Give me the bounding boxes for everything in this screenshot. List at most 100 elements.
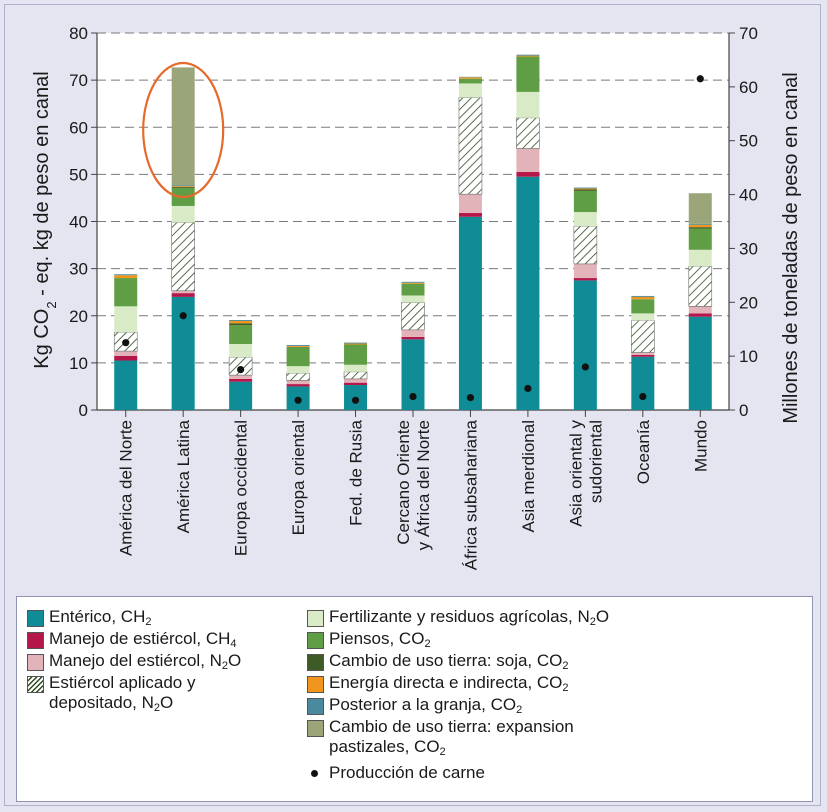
- bar-segment: [458, 83, 482, 98]
- bar-segment: [688, 306, 712, 314]
- y-tick-label: 10: [69, 354, 88, 373]
- bar-segment: [171, 290, 195, 294]
- bar-segment: [573, 263, 597, 279]
- bar-segment: [688, 193, 712, 224]
- bar-segment: [688, 228, 712, 250]
- bar-segment: [688, 313, 712, 317]
- bar-segment: [401, 329, 425, 337]
- bar-segment: [516, 91, 540, 118]
- bar-segment: [171, 187, 195, 189]
- bar-segment: [573, 225, 598, 265]
- bar-segment: [401, 302, 425, 331]
- legend-label: Estiércol aplicado y depositado, N2O: [49, 673, 196, 714]
- legend-dot: [311, 770, 318, 777]
- bar-segment: [516, 172, 540, 177]
- bar-segment: [286, 344, 310, 346]
- bar-segment: [631, 313, 655, 321]
- production-point: [122, 339, 130, 347]
- production-point: [466, 394, 475, 402]
- production-point: [524, 384, 532, 393]
- bar-segment: [458, 77, 482, 79]
- y-axis-title: Kg CO2 - eq. kg de peso en canal: [31, 71, 59, 368]
- bar-segment: [344, 364, 368, 372]
- x-tick-label: Fed. de Rusia: [347, 419, 366, 525]
- x-tick-label: África subsahariana: [461, 419, 480, 570]
- y-tick-label: 50: [69, 165, 88, 184]
- bar-segment: [344, 378, 368, 383]
- legend-swatch: [27, 654, 44, 671]
- bar-segment: [458, 78, 482, 84]
- legend-label: Energía directa e indirecta, CO2: [329, 673, 569, 694]
- legend-swatch: [307, 676, 324, 693]
- bar-segment: [573, 187, 597, 189]
- bar-segment: [114, 355, 138, 361]
- bar-segment: [114, 360, 138, 410]
- y-tick-label: 0: [79, 401, 88, 420]
- bar-segment: [688, 265, 713, 307]
- bar-segment: [631, 354, 655, 357]
- bar-segment: [631, 356, 655, 410]
- legend-label: Cambio de uso tierra: soja, CO2: [329, 651, 569, 672]
- legend-label: Manejo del estiércol, N2O: [49, 651, 242, 672]
- bar-segment: [573, 189, 597, 191]
- production-point: [696, 75, 704, 83]
- legend-swatch: [307, 610, 324, 627]
- legend-swatch: [27, 610, 44, 627]
- x-tick-label: Mundo: [691, 420, 710, 472]
- bar-segment: [344, 342, 368, 344]
- bar-segment: [573, 190, 597, 213]
- production-point: [179, 312, 187, 320]
- x-tick-label: sudoriental: [586, 420, 605, 503]
- y2-tick-label: 60: [739, 78, 758, 97]
- y-tick-label: 40: [69, 213, 88, 232]
- y2-axis-title: Millones de toneladas de peso en canal: [780, 72, 802, 423]
- legend-label: Fertilizante y residuos agrícolas, N2O: [329, 607, 610, 628]
- bar-segment: [286, 347, 310, 367]
- bar-segment: [344, 382, 368, 386]
- legend-label: Producción de carne: [329, 763, 485, 782]
- production-point: [581, 363, 589, 371]
- legend-swatch: [307, 632, 324, 649]
- bar-segment: [286, 380, 310, 385]
- bar-segment: [631, 295, 655, 297]
- bar-segment: [171, 293, 195, 297]
- production-point: [639, 392, 647, 401]
- bar-segment: [631, 299, 655, 314]
- y-tick-label: 20: [69, 307, 88, 326]
- production-point: [237, 366, 245, 374]
- production-point: [294, 396, 302, 404]
- bar-segment: [229, 319, 253, 321]
- y-tick-label: 60: [69, 118, 88, 137]
- bar-segment: [401, 283, 425, 296]
- x-tick-label: Asia oriental y: [566, 420, 585, 527]
- bar-segment: [631, 296, 655, 300]
- y2-tick-label: 20: [739, 293, 758, 312]
- bar-segment: [516, 56, 540, 92]
- bar-segment: [458, 194, 482, 214]
- bar-segment: [516, 176, 540, 410]
- bar-segment: [516, 54, 540, 56]
- y2-tick-label: 0: [739, 401, 748, 420]
- x-tick-label: y África del Norte: [414, 420, 433, 550]
- highlight-ellipse: [142, 61, 225, 199]
- production-point: [409, 392, 417, 401]
- bar-segment: [114, 278, 138, 307]
- bar-segment: [688, 249, 712, 267]
- bar-segment: [631, 320, 655, 353]
- legend-swatch: [307, 654, 324, 671]
- bar-segment: [573, 278, 597, 281]
- bar-segment: [401, 282, 425, 284]
- bar-segment: [171, 185, 195, 187]
- bar-segment: [516, 148, 540, 173]
- x-tick-label: Europa occidental: [232, 420, 251, 556]
- figure-frame: [4, 4, 821, 806]
- bar-segment: [171, 222, 195, 292]
- bar-segment: [688, 227, 712, 229]
- bar-segment: [573, 212, 597, 227]
- bar-segment: [114, 275, 138, 279]
- legend-label: Piensos, CO2: [329, 629, 431, 650]
- legend: Entérico, CH2 Manejo de estiércol, CH4 Man…: [16, 596, 813, 802]
- bar-segment: [458, 216, 482, 410]
- bar-segment: [573, 280, 597, 410]
- bar-segment: [229, 320, 253, 324]
